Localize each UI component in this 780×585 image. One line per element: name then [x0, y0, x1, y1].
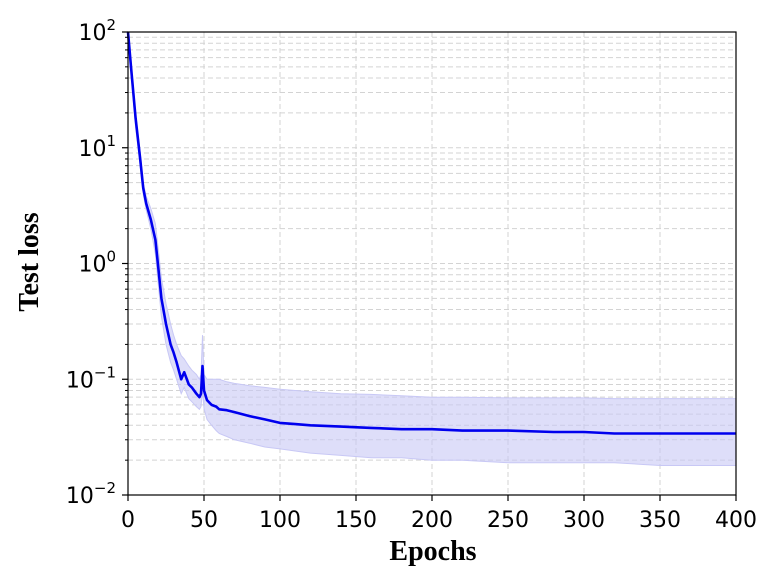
- x-tick-label-200: 200: [411, 508, 453, 533]
- test-loss-line: [126, 31, 736, 435]
- x-tick-label-400: 400: [715, 508, 757, 533]
- x-tick-label-0: 0: [121, 508, 135, 533]
- y-tick-label: 10−2: [66, 479, 116, 509]
- y-axis-title: Test loss: [14, 212, 45, 311]
- y-tick-label: 102: [78, 16, 116, 46]
- x-tick-label-150: 150: [335, 508, 377, 533]
- x-tick-label-250: 250: [487, 508, 529, 533]
- x-tick-label-300: 300: [563, 508, 605, 533]
- y-tick-label: 10−1: [66, 363, 116, 393]
- y-tick-label: 101: [78, 132, 116, 162]
- axis-ticks: 0 50 100 150 200 250 300 350 400 102 101 100 10−1 10−…: [66, 16, 757, 533]
- y-tick-label: 100: [78, 248, 116, 278]
- x-axis-title: Epochs: [389, 536, 476, 567]
- x-tick-label-50: 50: [190, 508, 218, 533]
- x-tick-label-100: 100: [259, 508, 301, 533]
- x-tick-label-350: 350: [639, 508, 681, 533]
